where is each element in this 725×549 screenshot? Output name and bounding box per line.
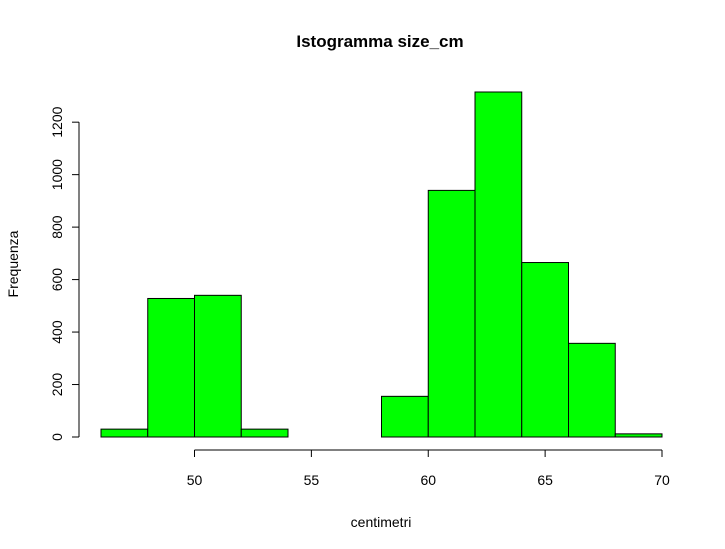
histogram-bar (100, 428, 149, 438)
histogram-bar (240, 428, 289, 438)
histogram-bar (194, 294, 242, 438)
y-tick-label: 1200 (49, 106, 65, 137)
histogram-bar (474, 91, 523, 438)
y-tick-label: 1000 (49, 159, 65, 190)
x-tick-label: 55 (304, 472, 320, 488)
x-tick-label: 50 (187, 472, 203, 488)
x-tick-label: 65 (537, 472, 553, 488)
bars-group (100, 91, 663, 438)
x-tick-label: 70 (654, 472, 670, 488)
y-tick-label: 600 (49, 268, 65, 292)
y-tick-label: 0 (49, 433, 65, 441)
y-tick-label: 800 (49, 215, 65, 239)
x-tick-label: 60 (420, 472, 436, 488)
y-tick-label: 200 (49, 373, 65, 397)
histogram-bar (521, 262, 569, 438)
histogram-bar (427, 189, 476, 438)
x-axis: 50 55 60 65 70 (187, 449, 670, 488)
y-axis: 0 200 400 600 800 1000 1200 (49, 106, 80, 441)
y-axis-label: Frequenza (5, 230, 21, 297)
histogram-bar (614, 433, 663, 438)
histogram-bar (568, 342, 616, 438)
histogram-bar (147, 297, 195, 438)
x-axis-label: centimetri (351, 514, 412, 530)
histogram-bar (381, 395, 429, 438)
y-tick-label: 400 (49, 320, 65, 344)
chart-title: Istogramma size_cm (296, 32, 463, 51)
